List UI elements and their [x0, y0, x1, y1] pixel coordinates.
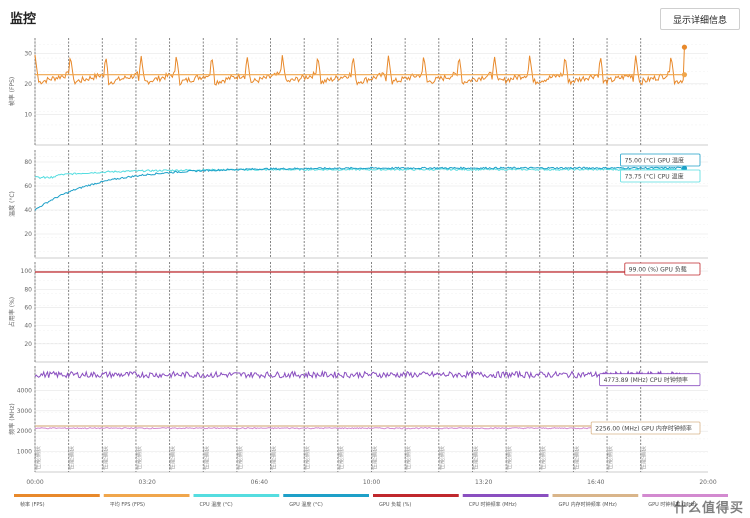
capture-marker-label: 性能捕获 — [236, 446, 244, 470]
capture-marker-label: 性能捕获 — [606, 446, 614, 470]
legend-label: CPU 温度 (°C) — [200, 501, 233, 508]
y-tick-label: 60 — [24, 183, 32, 190]
capture-marker-label: 性能捕获 — [101, 446, 109, 470]
x-tick-label: 10:00 — [363, 479, 380, 486]
chart-panel-3: 20 40 60 80 100 占用率 (%) 99.00 (%) GPU 负载 — [8, 262, 708, 363]
y-tick-label: 20 — [24, 81, 32, 88]
y-axis-label: 频率 (MHz) — [8, 403, 16, 434]
chart-panel-1: 10 20 30 帧率 (FPS) — [8, 38, 708, 146]
capture-marker-label: 性能捕获 — [303, 446, 311, 470]
y-tick-label: 60 — [24, 304, 32, 311]
value-label-text: 73.75 (°C) CPU 温度 — [625, 173, 684, 181]
legend-swatch — [103, 494, 190, 497]
series-line — [34, 426, 685, 430]
value-label-box — [590, 421, 701, 435]
legend-swatch — [193, 494, 280, 497]
legend-swatch — [462, 494, 549, 497]
x-tick-label: 00:00 — [26, 479, 43, 486]
y-tick-label: 30 — [24, 50, 32, 57]
y-tick-label: 4000 — [17, 387, 32, 394]
series-line — [34, 47, 685, 87]
y-axis-label: 温度 (°C) — [8, 191, 16, 217]
legend-label: GPU 负载 (%) — [379, 501, 411, 508]
value-label-text: 75.00 (°C) GPU 温度 — [625, 157, 684, 165]
legend-swatch — [373, 494, 459, 497]
y-tick-label: 2000 — [17, 428, 32, 435]
y-tick-label: 3000 — [17, 408, 32, 415]
legend-swatch — [642, 494, 728, 497]
capture-marker-label: 性能捕获 — [34, 446, 42, 470]
y-tick-label: 100 — [21, 268, 33, 275]
capture-marker-label: 性能捕获 — [68, 446, 76, 470]
capture-marker-label: 性能捕获 — [640, 446, 648, 470]
legend-swatch — [552, 494, 639, 497]
legend-swatch — [283, 494, 369, 497]
legend-label: CPU 时钟频率 (MHz) — [469, 501, 517, 508]
legend-swatch — [14, 494, 100, 497]
series-line — [34, 166, 685, 211]
legend-label: GPU 时钟频率 (MHz) — [648, 501, 696, 508]
x-tick-label: 16:40 — [587, 479, 604, 486]
series-end-point — [681, 165, 688, 171]
capture-marker-label: 性能捕获 — [438, 446, 446, 470]
show-details-button[interactable]: 显示详细信息 — [660, 8, 740, 30]
y-tick-label: 1000 — [17, 449, 32, 456]
legend-label: 平均 FPS (FPS) — [110, 501, 145, 508]
capture-marker-label: 性能捕获 — [371, 446, 379, 470]
value-label-box — [624, 262, 701, 276]
capture-marker-label: 性能捕获 — [135, 446, 143, 470]
series-end-point — [681, 72, 688, 78]
capture-marker-label: 性能捕获 — [471, 446, 479, 470]
x-tick-label: 20:00 — [699, 479, 716, 486]
y-tick-label: 40 — [24, 323, 32, 330]
legend-label: GPU 温度 (°C) — [289, 501, 323, 508]
chart-panel-2: 20 40 60 80 温度 (°C) 75.00 (°C) GPU 温度 73.75 (°… — [8, 150, 708, 259]
value-label-box — [620, 169, 701, 183]
x-tick-label: 06:40 — [251, 479, 268, 486]
value-label-box — [620, 153, 701, 167]
capture-marker-label: 性能捕获 — [572, 446, 580, 470]
chart-panel-4: 1000 2000 3000 4000 频率 (MHz) 性能捕获 性能捕获 性能捕获 性能捕获… — [8, 366, 708, 473]
capture-marker-label: 性能捕获 — [270, 446, 278, 470]
x-tick-label: 03:20 — [139, 479, 156, 486]
capture-marker-label: 性能捕获 — [202, 446, 210, 470]
value-label-text: 99.00 (%) GPU 负载 — [629, 266, 687, 274]
page-title: 监控 — [10, 12, 37, 27]
capture-marker-label: 性能捕获 — [169, 446, 177, 470]
x-tick-label: 13:20 — [475, 479, 492, 486]
watermark-logo: 什么值得买 — [673, 501, 744, 516]
y-tick-label: 40 — [24, 207, 32, 214]
y-tick-label: 80 — [24, 159, 32, 166]
capture-marker-label: 性能捕获 — [505, 446, 513, 470]
value-label-text: 2256.00 (MHz) GPU 内存时钟频率 — [595, 425, 692, 433]
series-line — [34, 167, 685, 180]
series-end-point — [681, 44, 688, 50]
legend-label: GPU 内存时钟频率 (MHz) — [559, 501, 617, 508]
capture-marker-label: 性能捕获 — [404, 446, 412, 470]
y-axis-label: 占用率 (%) — [8, 297, 16, 327]
legend-label: 帧率 (FPS) — [20, 501, 45, 508]
y-axis-label: 帧率 (FPS) — [8, 77, 16, 106]
value-label-box — [599, 373, 701, 387]
capture-marker-label: 性能捕获 — [337, 446, 345, 470]
capture-marker-label: 性能捕获 — [539, 446, 547, 470]
y-tick-label: 80 — [24, 286, 32, 293]
series-line — [34, 369, 685, 380]
y-tick-label: 20 — [24, 231, 32, 238]
y-tick-label: 10 — [24, 111, 32, 118]
value-label-text: 4773.89 (MHz) CPU 时钟频率 — [604, 376, 688, 384]
y-tick-label: 20 — [24, 341, 32, 348]
